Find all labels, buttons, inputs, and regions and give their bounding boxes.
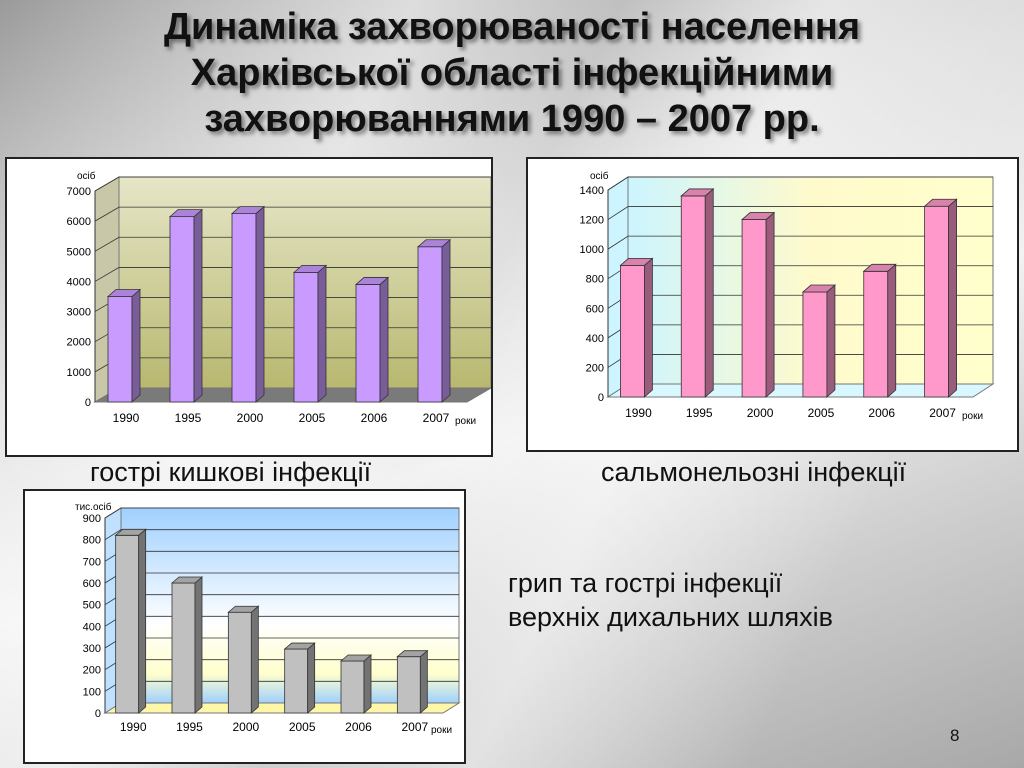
chart2-x-tick-label: 1995 bbox=[686, 406, 713, 420]
caption-flu-line-1: грип та гострі інфекції bbox=[508, 568, 783, 598]
chart1-bar-2000 bbox=[230, 205, 266, 403]
chart1-x-tick-label: 2005 bbox=[299, 411, 326, 425]
chart3-gridline bbox=[104, 529, 459, 541]
chart1-x-tick-label: 2000 bbox=[237, 411, 264, 425]
chart3-y-tick-label: 700 bbox=[83, 556, 101, 568]
chart3-x-tick-label: 2000 bbox=[232, 720, 259, 734]
chart2-x-tick-label: 2000 bbox=[747, 406, 774, 420]
chart-panel-intestinal: 0 1000 2000 3000 4000 5000 6000 7000 осіб 1990 199… bbox=[5, 157, 493, 457]
chart-salmonella-infections: 0 200 400 600 800 1000 1200 1400 осіб 1990 1995 200… bbox=[580, 170, 995, 422]
chart2-bar-1990 bbox=[619, 257, 654, 398]
chart2-bar-2006 bbox=[862, 263, 897, 398]
chart1-y-tick-label: 0 bbox=[85, 397, 91, 409]
chart2-y-tick-label: 1000 bbox=[580, 244, 604, 256]
chart3-bar-2005 bbox=[283, 642, 316, 714]
chart2-y-tick-label: 800 bbox=[586, 274, 604, 286]
chart1-x-axis-label: роки bbox=[455, 416, 476, 427]
chart2-y-tick-label: 0 bbox=[598, 392, 604, 404]
chart2-bar-2000 bbox=[741, 211, 776, 398]
chart1-gridline bbox=[94, 176, 491, 192]
chart-panel-salmonella: 0 200 400 600 800 1000 1200 1400 осіб 1990 1995 200… bbox=[526, 157, 1019, 452]
chart3-bar-1990 bbox=[114, 528, 147, 714]
page-number: 8 bbox=[950, 726, 960, 745]
chart1-x-tick-label: 1995 bbox=[175, 411, 202, 425]
chart1-gridline bbox=[94, 236, 491, 252]
chart2-y-tick-label: 1400 bbox=[580, 185, 604, 197]
chart1-y-tick-label: 6000 bbox=[67, 216, 91, 228]
caption-salmonella: сальмонельозні інфекції bbox=[601, 457, 907, 487]
chart1-y-tick-label: 2000 bbox=[67, 337, 91, 349]
chart1-x-tick-label: 2006 bbox=[361, 411, 388, 425]
chart2-bar-2005 bbox=[801, 284, 836, 398]
chart-panel-flu: 0 100 200 300 400 500 600 700 800 900 тис.осіб 1990… bbox=[23, 489, 466, 764]
chart1-y-tick-label: 7000 bbox=[67, 186, 91, 198]
chart1-y-tick-label: 4000 bbox=[67, 276, 91, 288]
chart3-y-axis-label: тис.осіб bbox=[75, 501, 112, 513]
chart1-x-tick-label: 1990 bbox=[113, 411, 140, 425]
chart1-bar-2007 bbox=[416, 238, 452, 403]
chart3-y-tick-label: 800 bbox=[83, 535, 101, 547]
chart3-y-tick-label: 500 bbox=[83, 600, 101, 612]
chart3-bar-1995 bbox=[170, 576, 204, 714]
chart3-gridline bbox=[104, 507, 459, 519]
chart2-bar-2007 bbox=[923, 198, 958, 398]
chart1-y-axis-label: осіб bbox=[77, 170, 96, 182]
caption-flu: грип та гострі інфекції верхніх дихальни… bbox=[508, 566, 928, 634]
chart3-y-tick-label: 300 bbox=[83, 643, 101, 655]
chart1-gridline bbox=[94, 206, 491, 222]
chart2-y-axis-label: осіб bbox=[590, 170, 609, 182]
chart3-x-tick-label: 2007 bbox=[401, 720, 428, 734]
caption-flu-line-2: верхніх дихальних шляхів bbox=[508, 602, 833, 632]
title-line-1: Динаміка захворюваності населення bbox=[163, 6, 860, 48]
chart3-bar-2000 bbox=[227, 605, 260, 714]
caption-intestinal: гострі кишкові інфекції bbox=[90, 457, 372, 487]
chart1-gridline bbox=[94, 267, 491, 282]
chart2-gridline bbox=[607, 176, 993, 191]
chart1-y-tick-label: 1000 bbox=[67, 367, 91, 379]
chart1-bar-1990 bbox=[106, 288, 142, 403]
slide-title: Динаміка захворюваності населення Харків… bbox=[0, 4, 1024, 142]
chart3-bar-2007 bbox=[396, 649, 429, 714]
chart2-x-axis-label: роки bbox=[962, 411, 983, 422]
chart3-y-tick-label: 600 bbox=[83, 578, 101, 590]
chart1-y-tick-label: 3000 bbox=[67, 307, 91, 319]
chart1-y-tick-label: 5000 bbox=[67, 246, 91, 258]
chart2-x-tick-label: 2006 bbox=[868, 406, 895, 420]
title-line-2: Харківської області інфекційними bbox=[190, 52, 834, 94]
chart3-bar-2006 bbox=[339, 654, 373, 714]
chart1-bar-2005 bbox=[292, 264, 328, 403]
chart-intestinal-infections: 0 1000 2000 3000 4000 5000 6000 7000 осіб 1990 199… bbox=[67, 170, 491, 427]
chart3-y-tick-label: 200 bbox=[83, 665, 101, 677]
chart3-x-tick-label: 2006 bbox=[345, 720, 372, 734]
chart2-x-tick-label: 2007 bbox=[929, 406, 956, 420]
title-line-3: захворюваннями 1990 – 2007 рр. bbox=[204, 98, 820, 140]
chart2-y-tick-label: 600 bbox=[586, 303, 604, 315]
chart1-bar-2006 bbox=[354, 276, 390, 403]
chart3-y-tick-label: 900 bbox=[83, 513, 101, 525]
chart2-y-tick-label: 1200 bbox=[580, 215, 604, 227]
chart2-y-tick-label: 200 bbox=[586, 362, 604, 374]
chart3-x-axis-label: роки bbox=[431, 725, 452, 736]
chart2-y-tick-label: 400 bbox=[586, 333, 604, 345]
chart3-x-tick-label: 2005 bbox=[289, 720, 316, 734]
chart3-x-tick-label: 1990 bbox=[120, 720, 147, 734]
chart3-y-tick-label: 100 bbox=[83, 686, 101, 698]
chart3-y-tick-label: 400 bbox=[83, 621, 101, 633]
chart2-gridline bbox=[607, 206, 993, 220]
chart3-y-tick-label: 0 bbox=[95, 708, 101, 720]
chart1-x-tick-label: 2007 bbox=[423, 411, 450, 425]
chart3-x-tick-label: 1995 bbox=[176, 720, 203, 734]
chart2-x-tick-label: 1990 bbox=[625, 406, 652, 420]
chart1-bar-1995 bbox=[168, 208, 204, 403]
chart2-gridline bbox=[607, 235, 993, 250]
chart2-x-tick-label: 2005 bbox=[808, 406, 835, 420]
chart2-bar-1995 bbox=[680, 188, 715, 398]
